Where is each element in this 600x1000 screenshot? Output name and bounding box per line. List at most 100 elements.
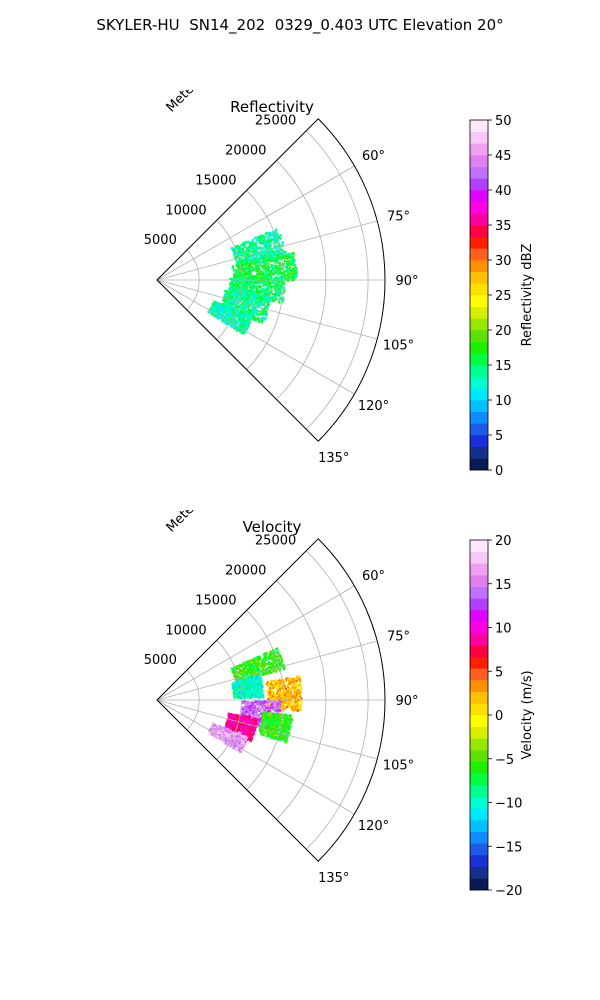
echo-pixel xyxy=(252,292,256,295)
echo-pixel xyxy=(261,318,264,321)
echo-pixel xyxy=(277,689,280,692)
echo-pixel xyxy=(237,249,240,252)
echo-pixel xyxy=(250,669,253,672)
echo-pixel xyxy=(255,297,258,300)
echo-pixel xyxy=(250,677,253,680)
echo-pixel xyxy=(253,251,257,254)
echo-pixel xyxy=(269,714,272,717)
echo-pixel xyxy=(286,695,290,698)
echo-pixel xyxy=(292,679,295,682)
echo-pixel xyxy=(255,663,259,667)
echo-pixel xyxy=(279,237,283,240)
echo-pixel xyxy=(230,313,234,316)
colorbar-swatch xyxy=(470,330,488,342)
echo-pixel xyxy=(266,276,269,279)
echo-pixel xyxy=(229,325,232,328)
echo-pixel xyxy=(270,254,273,257)
echo-pixel xyxy=(241,278,244,281)
echo-pixel xyxy=(248,282,251,285)
echo-pixel xyxy=(280,284,283,287)
echo-pixel xyxy=(235,693,238,696)
echo-pixel xyxy=(264,271,267,274)
echo-pixel xyxy=(291,686,294,689)
colorbar-tick-label: 45 xyxy=(495,149,512,164)
echo-pixel xyxy=(298,708,301,711)
echo-pixel xyxy=(257,714,260,717)
echo-pixel xyxy=(248,318,251,321)
echo-pixel xyxy=(244,286,247,289)
echo-pixel xyxy=(251,685,254,688)
echo-pixel xyxy=(246,313,249,316)
echo-pixel xyxy=(259,310,262,313)
echo-pixel xyxy=(237,284,240,287)
echo-pixel xyxy=(242,692,245,695)
echo-pixel xyxy=(272,708,275,711)
echo-pixel xyxy=(212,302,215,305)
echo-pixel xyxy=(251,275,254,278)
echo-pixel xyxy=(266,283,269,286)
echo-pixel xyxy=(225,298,228,302)
echo-pixel xyxy=(283,702,286,706)
echo-pixel xyxy=(215,316,218,319)
echo-pixel xyxy=(236,321,239,324)
echo-pixel xyxy=(254,675,257,679)
echo-pixel xyxy=(248,668,251,671)
echo-pixel xyxy=(250,299,253,302)
echo-pixel xyxy=(273,278,276,281)
echo-pixel xyxy=(263,289,266,292)
echo-pixel xyxy=(265,275,268,278)
echo-pixel xyxy=(269,700,272,703)
echo-pixel xyxy=(233,274,236,277)
echo-pixel xyxy=(261,242,264,246)
echo-pixel xyxy=(242,286,246,289)
echo-pixel xyxy=(299,686,302,689)
echo-pixel xyxy=(279,298,282,301)
echo-pixel xyxy=(230,305,233,308)
figure-title: SKYLER-HU SN14_202 0329_0.403 UTC Elevat… xyxy=(96,16,504,34)
echo-pixel xyxy=(241,701,244,704)
echo-pixel xyxy=(262,667,265,670)
echo-pixel xyxy=(272,285,275,288)
echo-pixel xyxy=(246,680,249,683)
echo-pixel xyxy=(270,296,273,299)
echo-pixel xyxy=(243,321,246,324)
echo-pixel xyxy=(237,273,240,276)
echo-pixel xyxy=(243,284,246,287)
echo-pixel xyxy=(267,297,270,300)
echo-pixel xyxy=(265,262,268,266)
echo-pixel xyxy=(234,302,237,305)
echo-pixel xyxy=(258,659,261,662)
echo-pixel xyxy=(292,688,295,691)
echo-pixel xyxy=(248,708,251,711)
echo-pixel xyxy=(246,297,249,300)
echo-pixel xyxy=(227,299,230,302)
echo-pixel xyxy=(270,251,273,254)
echo-pixel xyxy=(253,283,256,286)
echo-pixel xyxy=(261,320,264,323)
echo-pixel xyxy=(292,255,295,258)
echo-pixel xyxy=(275,697,278,700)
echo-pixel xyxy=(251,659,255,663)
echo-pixel xyxy=(249,703,252,706)
echo-pixel xyxy=(257,280,260,284)
colorbar-swatch xyxy=(470,376,488,389)
echo-pixel xyxy=(285,256,288,259)
echo-pixel xyxy=(269,247,272,250)
echo-pixel xyxy=(247,282,250,285)
echo-pixel xyxy=(258,294,261,297)
echo-pixel xyxy=(239,286,242,289)
echo-pixel xyxy=(221,318,224,321)
colorbar-swatch xyxy=(470,260,488,272)
echo-pixel xyxy=(293,681,296,684)
echo-pixel xyxy=(243,323,246,326)
azimuth-spoke xyxy=(156,165,355,281)
echo-pixel xyxy=(230,319,233,322)
echo-pixel xyxy=(244,252,247,255)
echo-pixel xyxy=(253,706,256,709)
echo-pixel xyxy=(259,299,262,302)
echo-pixel xyxy=(248,321,251,324)
echo-pixel xyxy=(248,681,251,684)
echo-pixel xyxy=(256,311,259,314)
echo-pixel xyxy=(290,694,293,698)
echo-pixel xyxy=(291,684,294,687)
